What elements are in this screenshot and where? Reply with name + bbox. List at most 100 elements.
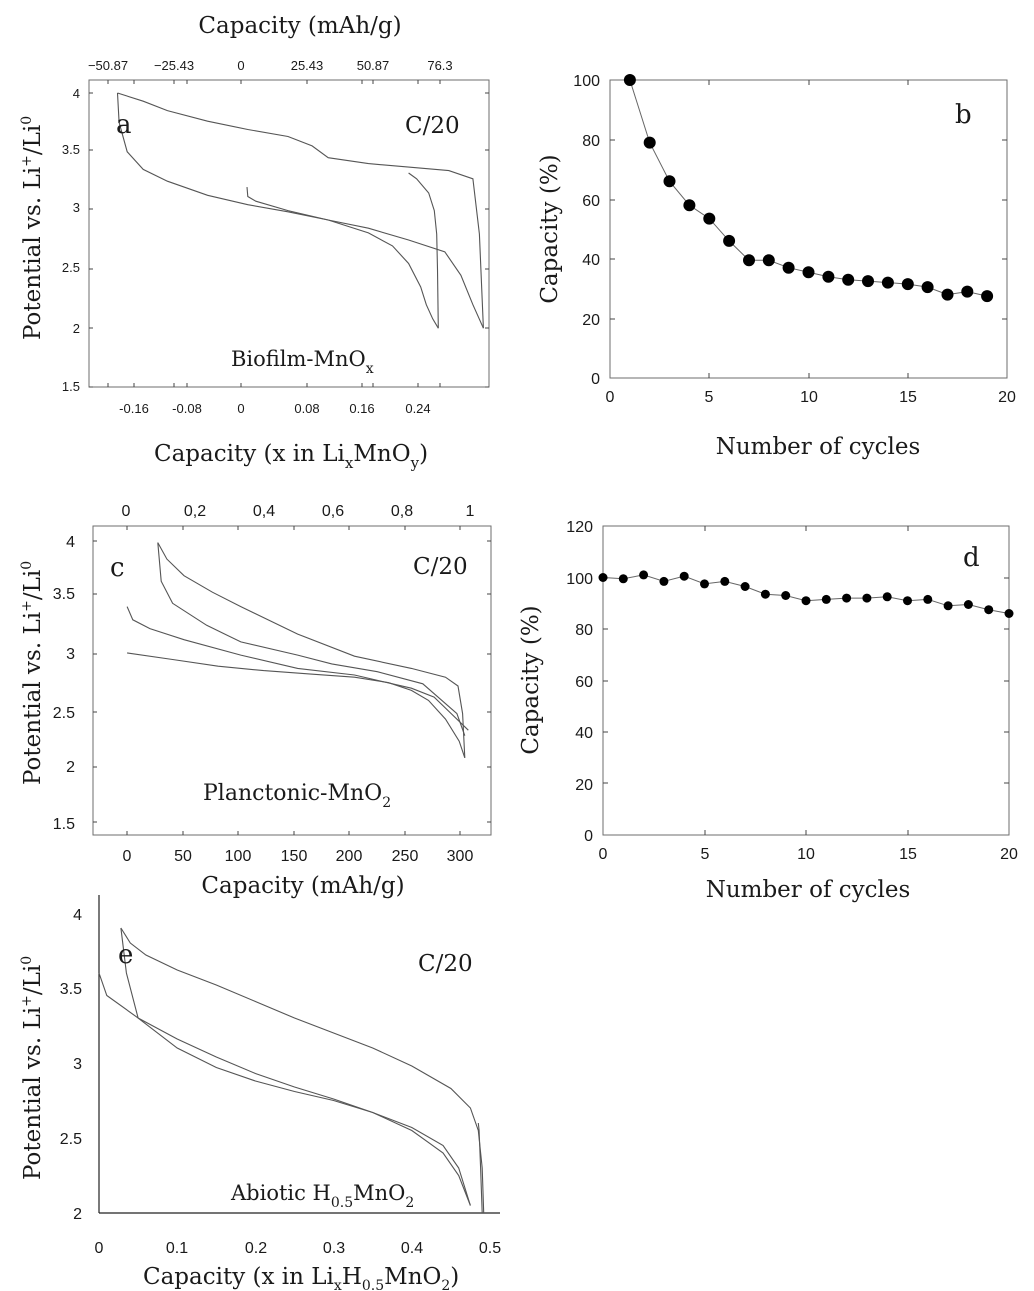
panel-a-xlabel-mid: MnO — [353, 441, 410, 467]
panel-e-xlabel-mid: H — [342, 1264, 362, 1290]
panel-b-y-tick-label: 80 — [582, 133, 600, 150]
panel-e-ylabel: Potential vs. Li+/Li0 — [19, 956, 46, 1180]
panel-d-y-tick-label: 80 — [575, 622, 593, 639]
panel-e-y-tick-label: 3.5 — [60, 981, 82, 998]
panel-c-material-label: Planctonic-MnO2 — [203, 781, 391, 811]
panel-e-y-tick-label: 3 — [73, 1056, 82, 1073]
panel-b-x-tick-label: 5 — [705, 389, 714, 406]
panel-d-letter: d — [963, 543, 980, 573]
panel-a-y-tick-label: 1.5 — [62, 379, 80, 394]
panel-c-xlabel: Capacity (mAh/g) — [201, 873, 404, 899]
panel-a-top-tick-label: 76.3 — [427, 58, 452, 73]
panel-d-data-point — [984, 605, 994, 615]
panel-d-data-point — [1004, 609, 1014, 618]
panel-a-y-tick-label: 3.5 — [62, 142, 80, 157]
panel-a-material-prefix: Biofilm-MnO — [231, 347, 366, 371]
panel-d-y-tick-label: 120 — [566, 519, 593, 536]
panel-b-letter: b — [955, 100, 972, 130]
panel-d-x-tick-labels: 0 5 10 15 20 — [599, 846, 1018, 863]
panel-c-curve-segment-3 — [157, 542, 466, 758]
panel-b-data-point — [842, 273, 855, 286]
panel-c-plot-frame — [92, 525, 492, 836]
panel-b-plot-frame — [609, 79, 1008, 379]
panel-e-ylabel-sup1: + — [19, 995, 35, 1007]
panel-c-x-tick-labels: 0 50 100 150 200 250 300 — [123, 848, 474, 865]
panel-d-data-point — [882, 592, 892, 602]
panel-a-curve-segment-3 — [246, 187, 484, 329]
panel-b-data-point — [822, 270, 835, 283]
panel-a-xlabel-sub1: x — [345, 454, 354, 472]
panel-b-series-line — [629, 79, 988, 297]
panel-b-data-point — [703, 212, 716, 225]
panel-b-y-tick-label: 0 — [591, 371, 600, 388]
panel-e-x-tick-label: 0.1 — [166, 1240, 188, 1257]
panel-b-y-tick-label: 40 — [582, 252, 600, 269]
panel-c-ylabel-sup2: 0 — [19, 561, 35, 570]
panel-d-plot-frame — [602, 525, 1010, 836]
panel-a-top-tick-label: 50.87 — [357, 58, 390, 73]
panel-a-xlabel-prefix: Capacity (x in Li — [154, 441, 345, 467]
panel-a-y-tick-label: 4 — [73, 86, 80, 101]
panel-c-curve-segment-1 — [126, 606, 469, 731]
panel-b-data-point — [683, 199, 696, 212]
panel-e-curve-segment-4 — [477, 1122, 483, 1214]
panel-a-rate-label: C/20 — [405, 113, 460, 139]
panel-b-ticks — [610, 80, 1007, 378]
panel-c-ylabel-mid: /Li — [20, 570, 46, 600]
panel-e: 0 0.1 0.2 0.3 0.4 0.5 2 2.5 3 3.5 4 e C/… — [19, 895, 501, 1291]
panel-d-x-tick-label: 10 — [797, 846, 815, 863]
panel-d-ylabel: Capacity (%) — [518, 605, 544, 754]
panel-d-data-point — [700, 579, 709, 589]
panel-b-data-point — [762, 254, 775, 267]
panel-d-data-point — [821, 594, 831, 604]
panel-a: Capacity (mAh/g) −50.87 −25.43 0 25.43 5… — [19, 13, 490, 472]
panel-d-data-point — [963, 600, 973, 609]
panel-a-xlabel: Capacity (x in LixMnOy) — [154, 441, 428, 472]
panel-d-x-tick-label: 20 — [1000, 846, 1018, 863]
panel-a-x-tick-label: 0.24 — [405, 401, 430, 416]
panel-d-data-point — [760, 589, 770, 599]
panel-a-top-ticks: −50.87 −25.43 0 25.43 50.87 76.3 — [88, 58, 453, 73]
panel-e-material-label: Abiotic H0.5MnO2 — [230, 1181, 414, 1211]
panel-a-ticks — [89, 80, 489, 388]
panel-a-top-tick-label: −50.87 — [88, 58, 128, 73]
panel-e-material-sub2: 2 — [405, 1195, 414, 1211]
panel-e-ylabel-main: Potential vs. Li — [20, 1007, 46, 1180]
panel-a-curve-segment-1 — [116, 92, 439, 329]
panel-d-data-point — [943, 601, 953, 611]
panel-b-x-tick-label: 15 — [899, 389, 917, 406]
panel-d-data-point — [842, 593, 852, 603]
panel-d-data-point — [923, 594, 933, 604]
panel-e-curve-segment-3 — [120, 927, 485, 1214]
panel-b-y-tick-label: 20 — [582, 312, 600, 329]
panel-b-data-point — [623, 74, 636, 86]
panel-c-x-tick-label: 150 — [281, 848, 308, 865]
panel-c-letter: c — [110, 553, 125, 583]
panel-c-x-tick-label: 100 — [225, 848, 252, 865]
panel-a-x-tick-label: -0.08 — [172, 401, 202, 416]
panel-a-ylabel: Potential vs. Li+/Li0 — [19, 116, 46, 340]
panel-a-top-tick-label: 0 — [237, 58, 244, 73]
panel-e-x-tick-label: 0.4 — [401, 1240, 423, 1257]
panel-e-x-tick-label: 0 — [95, 1240, 104, 1257]
panel-b-data-point — [743, 254, 755, 267]
panel-e-xlabel-prefix: Capacity (x in Li — [143, 1264, 334, 1290]
panel-a-ylabel-sup1: + — [19, 155, 35, 167]
panel-e-xlabel-mid2: MnO — [384, 1264, 441, 1290]
panel-e-y-tick-labels: 2 2.5 3 3.5 4 — [60, 907, 82, 1223]
panel-d: 0 5 10 15 20 0 20 40 60 80 100 120 d Num… — [518, 519, 1018, 903]
panel-a-x-tick-labels: -0.16 -0.08 0 0.08 0.16 0.24 — [119, 401, 430, 416]
panel-c-y-tick-label: 2 — [66, 759, 75, 776]
panel-e-curve-segment-2 — [120, 927, 471, 1206]
panel-a-x-tick-label: 0.08 — [294, 401, 319, 416]
panel-d-data-point — [903, 596, 912, 606]
panel-e-x-tick-labels: 0 0.1 0.2 0.3 0.4 0.5 — [95, 1240, 502, 1257]
panel-d-ticks — [603, 526, 1009, 835]
panel-c-ticks — [93, 526, 491, 835]
panel-b-data-point — [961, 285, 974, 298]
panel-b-data — [623, 74, 994, 303]
panel-e-y-tick-label: 4 — [73, 907, 82, 924]
panel-a-y-tick-label: 2 — [73, 321, 80, 336]
panel-b-ylabel: Capacity (%) — [537, 154, 563, 303]
